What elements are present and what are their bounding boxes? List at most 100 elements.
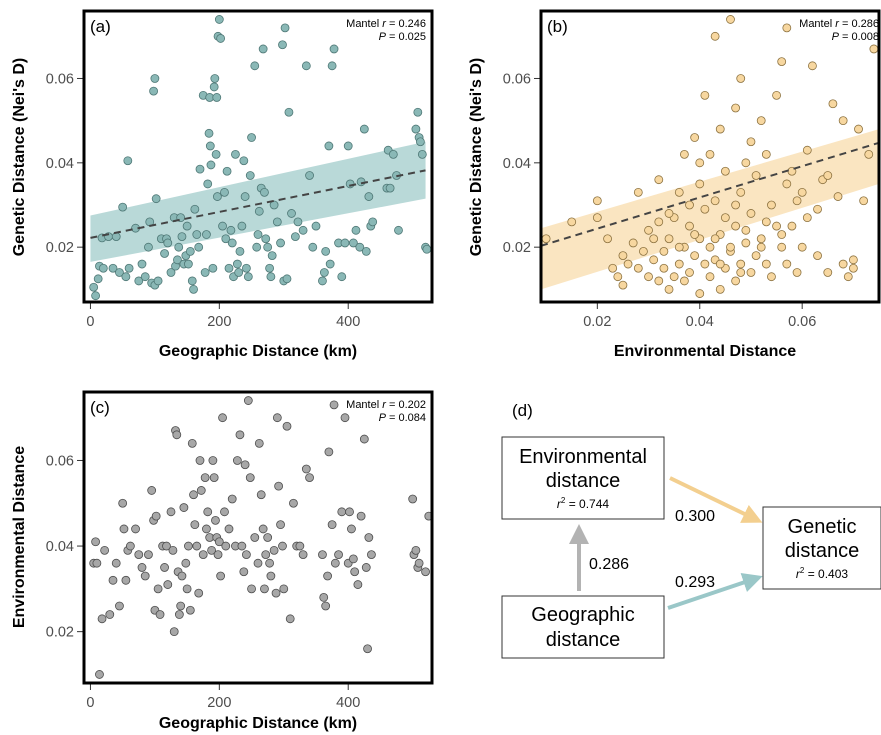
panel-d-label: (d) bbox=[512, 401, 533, 420]
panel-c-frame bbox=[82, 390, 434, 685]
panel-b-point bbox=[736, 187, 746, 197]
panel-a-point bbox=[235, 246, 245, 256]
panel-a-point bbox=[174, 242, 184, 252]
panel-b-point bbox=[644, 225, 653, 235]
panel-b-y-axis-title: Genetic Distance (Nei's D) bbox=[468, 58, 485, 257]
panel-b-point bbox=[664, 234, 674, 244]
panel-b-point bbox=[741, 158, 751, 168]
panel-c-point bbox=[192, 541, 202, 551]
panel-c-point bbox=[232, 456, 242, 465]
panel-a-point bbox=[231, 149, 240, 159]
panel-c-point bbox=[319, 593, 329, 602]
panel-b-point bbox=[639, 246, 648, 256]
panel-b-point bbox=[813, 251, 822, 261]
panel-a-point bbox=[227, 238, 237, 248]
panel-c-point bbox=[250, 533, 260, 542]
panel-c-point bbox=[221, 541, 231, 551]
panel-a-point bbox=[160, 249, 169, 258]
panel-b-point bbox=[690, 230, 700, 239]
panel-b-point bbox=[720, 213, 730, 223]
panel-b-point bbox=[843, 272, 853, 282]
panel-c-point bbox=[144, 550, 153, 560]
panel-c-point bbox=[289, 498, 298, 508]
panel-c-point bbox=[174, 610, 184, 619]
panel-b-trend-line bbox=[540, 141, 880, 247]
panel-a-point bbox=[194, 242, 204, 252]
panel-a-point bbox=[98, 263, 108, 273]
panel-b-x-ticks: 0.02 0.04 0.06 bbox=[583, 303, 816, 330]
panel-b-point bbox=[674, 187, 684, 197]
panel-b-point bbox=[685, 200, 694, 210]
panel-b-x-tick-label: 0.04 bbox=[686, 314, 714, 330]
panel-a-point bbox=[150, 74, 160, 83]
coef-env-genetic: 0.300 bbox=[675, 508, 715, 525]
panel-a-point bbox=[212, 192, 222, 201]
panel-c-point bbox=[301, 464, 311, 474]
panel-b-point bbox=[700, 204, 710, 214]
panel-a-mantel-r: Mantel r = 0.246 bbox=[346, 18, 426, 30]
panel-b-point bbox=[695, 158, 705, 168]
panel-c-point bbox=[119, 524, 129, 534]
panel-c-point bbox=[237, 541, 247, 551]
panel-b-point bbox=[756, 116, 766, 126]
panel-c-point bbox=[134, 550, 144, 560]
panel-c-point bbox=[218, 413, 227, 423]
panel-a-point bbox=[243, 272, 253, 282]
panel-c-point bbox=[111, 558, 121, 568]
panel-b-point bbox=[664, 209, 674, 218]
panel-a-point bbox=[205, 141, 215, 151]
panel-c-point bbox=[198, 550, 208, 560]
panel-c-point bbox=[196, 486, 206, 495]
panel-c-point bbox=[266, 571, 276, 581]
panel-c-point bbox=[137, 563, 147, 572]
panel-a-point bbox=[182, 221, 192, 231]
panel-b-point bbox=[761, 149, 771, 159]
panel-c-point bbox=[189, 490, 198, 500]
panel-a-point bbox=[163, 238, 173, 248]
panel-a-point bbox=[340, 238, 350, 248]
panel-c-point bbox=[245, 473, 255, 482]
panel-a-point bbox=[311, 221, 321, 231]
panel-b-y-tick-label: 0.06 bbox=[503, 71, 531, 87]
panel-c-point bbox=[95, 670, 104, 679]
panel-b-point bbox=[833, 192, 843, 201]
panel-a-point bbox=[284, 107, 294, 117]
panel-c-point bbox=[187, 438, 197, 448]
panel-c-point bbox=[97, 614, 107, 624]
panel-a-point bbox=[239, 156, 249, 166]
panel-b-point bbox=[736, 259, 746, 269]
panel-c-point bbox=[162, 541, 171, 551]
panel-c: 0 200 400 0.02 0.04 0.06 (c) Mantel r = 0.20… bbox=[11, 390, 434, 732]
panel-c-point bbox=[200, 473, 210, 482]
panel-b-point bbox=[567, 217, 577, 227]
panel-a-point bbox=[241, 263, 251, 273]
panel-b-point bbox=[782, 23, 792, 33]
panel-c-point bbox=[258, 524, 268, 534]
panel-a-point bbox=[319, 268, 329, 277]
panel-c-point bbox=[327, 520, 337, 530]
panel-c-point bbox=[220, 507, 229, 517]
panel-a-point bbox=[247, 133, 256, 142]
panel-a-point bbox=[261, 234, 271, 244]
panel-b-point bbox=[756, 234, 766, 244]
panel-a-point bbox=[189, 284, 198, 294]
panel-b-point bbox=[628, 238, 638, 248]
panel-b-point bbox=[705, 242, 715, 252]
panel-a-y-ticks: 0.02 0.04 0.06 bbox=[46, 71, 83, 256]
panel-a-point bbox=[209, 82, 219, 92]
panel-c-point bbox=[185, 605, 195, 615]
panel-c-point bbox=[151, 511, 161, 521]
panel-b-point bbox=[700, 90, 710, 100]
panel-b-point bbox=[592, 196, 602, 206]
panel-b-point bbox=[715, 259, 725, 269]
panel-a-point bbox=[218, 221, 227, 231]
panel-a-point bbox=[166, 268, 176, 277]
panel-c-point bbox=[240, 460, 250, 470]
panel-a-trend-line bbox=[90, 169, 426, 239]
panel-a-point bbox=[318, 276, 327, 286]
panel-a-point bbox=[177, 232, 187, 242]
panel-a-point bbox=[325, 259, 335, 269]
panel-a-point bbox=[237, 221, 247, 231]
panel-c-point bbox=[202, 524, 211, 534]
panel-c-point bbox=[253, 558, 263, 568]
